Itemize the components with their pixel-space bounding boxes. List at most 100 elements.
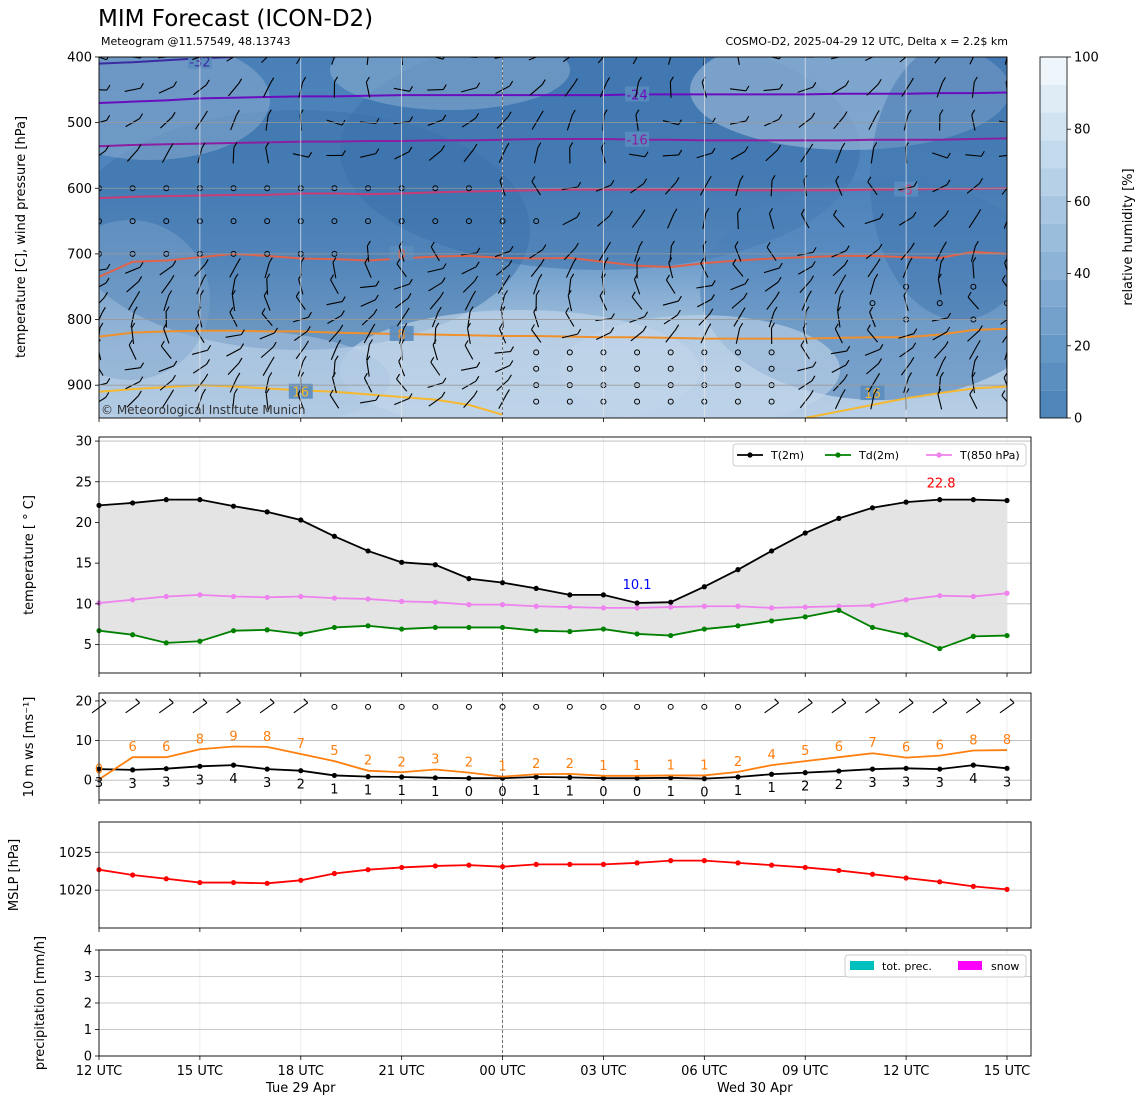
wind-calm-marker [465, 703, 472, 710]
wind-value-label: 3 [868, 776, 876, 791]
mslp-line-point [230, 879, 237, 886]
legend-label: tot. prec. [882, 960, 932, 973]
wind-barb [161, 279, 172, 294]
wind-barb [729, 88, 746, 92]
wind-barb [732, 263, 744, 277]
wind-barb-flag [675, 324, 680, 330]
wind-barb-flag [811, 375, 816, 382]
wind-barb-flag [233, 142, 238, 148]
gust-value-label: 2 [465, 756, 473, 771]
wind-barb-flag [1001, 390, 1006, 396]
wind-value-label: 3 [128, 777, 136, 792]
wind-barb [835, 147, 843, 164]
wind-barb-flag [576, 47, 579, 52]
t2m-line-point [230, 503, 237, 509]
wind-barb-flag [439, 291, 444, 298]
wind-barb-flag [171, 111, 176, 118]
wind-calm-marker [667, 703, 674, 710]
y-tick-label: 500 [67, 116, 92, 131]
wind-barb [730, 283, 746, 291]
wind-speed-line-point [399, 774, 405, 780]
y-tick-label: 800 [67, 313, 92, 328]
wind-barb [1004, 57, 1007, 65]
isotherm-line [805, 385, 1007, 418]
wind-speed-line-point [768, 771, 775, 777]
wind-barb-flag [670, 240, 675, 247]
wind-barb-flag [366, 355, 371, 362]
wind-calm-marker [566, 349, 573, 356]
wind-barb [1001, 279, 1007, 288]
wind-barb-flag [363, 372, 368, 379]
colorbar-segment [1040, 390, 1067, 418]
legend-label: Td(2m) [858, 449, 899, 462]
wind-barb-flag [879, 213, 884, 219]
wind-barb-flag [273, 46, 276, 51]
wind-calm-marker [600, 703, 607, 710]
t850-line-point [567, 604, 573, 610]
wind-barb-flag [168, 290, 173, 296]
colorbar-tick-label: 60 [1074, 195, 1091, 210]
wind-calm-marker [566, 365, 573, 372]
wind-barb-flag [106, 263, 111, 270]
wind-barb-flag [337, 44, 340, 49]
wind-barb-flag [300, 257, 305, 263]
wind-barb [366, 360, 370, 377]
mslp-line-point [634, 860, 640, 866]
wind-barb-flag [678, 149, 683, 156]
wind-barb [261, 57, 268, 64]
wind-barb [260, 346, 274, 359]
colorbar-segment [1040, 279, 1067, 307]
td2m-line-point [668, 632, 674, 639]
wind-barb-flag [676, 309, 681, 316]
gust-value-label: 5 [801, 744, 809, 759]
wind-barb [898, 702, 914, 714]
wind-barb [667, 213, 675, 229]
wind-barb-flag [604, 257, 609, 263]
t850-line-point [130, 597, 136, 603]
min-temp-label: 10.1 [623, 578, 652, 593]
wind-barb-flag [869, 306, 874, 313]
wind-barb-flag [979, 177, 984, 184]
wind-barb [360, 285, 377, 289]
mslp-line-point [298, 877, 304, 883]
wind-calm-marker [264, 218, 271, 225]
wind-barb-flag [265, 142, 270, 148]
wind-barb [668, 262, 674, 279]
t850-line-point [1004, 590, 1010, 596]
wind-barb [766, 296, 777, 310]
t850-line-point [466, 602, 472, 608]
wind-barb-flag [339, 324, 344, 331]
wind-barb-flag [138, 276, 143, 282]
wind-barb-flag [843, 374, 848, 380]
wind-value-label: 2 [801, 780, 809, 795]
td2m-line [98, 609, 1008, 650]
wind-barb-flag [913, 328, 918, 334]
wind-barb-flag [744, 278, 749, 284]
wind-barb-flag [368, 339, 373, 345]
meteogram-location: Meteogram @11.57549, 48.13743 [101, 35, 291, 48]
t850-line-point [298, 593, 304, 600]
wind-barb [665, 329, 677, 343]
wind-barb-flag [442, 377, 447, 384]
colorbar-frame [1039, 56, 1068, 419]
td2m-line-point [130, 632, 136, 638]
wind-value-label: 1 [330, 782, 338, 797]
wind-barb-flag [668, 257, 673, 263]
wind-speed-line-point [298, 768, 304, 774]
wind-barb [466, 327, 471, 344]
colorbar-segment [1040, 223, 1067, 252]
wind-barb-flag [544, 49, 547, 54]
x-tick-label: 15 UTC [984, 1064, 1030, 1079]
wind-barb-flag [599, 290, 604, 297]
wind-barb [259, 332, 275, 340]
wind-barb [126, 149, 139, 162]
wind-value-label: 1 [667, 785, 675, 800]
wind-calm-marker [432, 703, 439, 710]
wind-barb [967, 296, 980, 310]
wind-barb-flag [240, 48, 243, 53]
wind-barb-flag [574, 78, 579, 84]
t2m-line-point [735, 567, 741, 573]
wind-barb-flag [741, 307, 746, 313]
wind-barb-flag [235, 109, 240, 116]
wind-barb-flag [875, 110, 880, 116]
